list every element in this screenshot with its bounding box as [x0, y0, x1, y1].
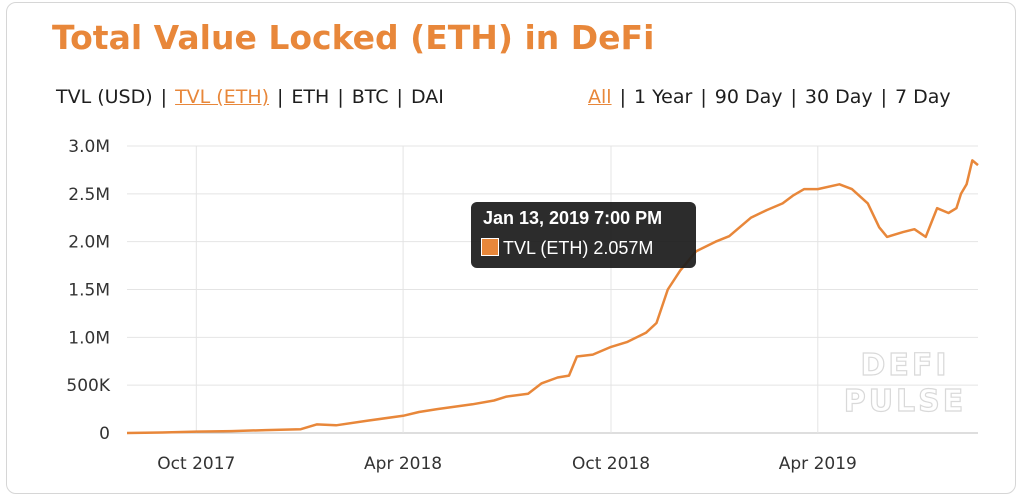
tab-btc[interactable]: BTC [351, 86, 389, 108]
y-tick-label: 1.5M [68, 281, 110, 301]
data-tooltip: Jan 13, 2019 7:00 PM TVL (ETH) 2.057M [471, 202, 696, 268]
watermark-line1: DEFI [860, 348, 949, 383]
y-tick-label: 2.0M [68, 233, 110, 253]
y-tick-label: 1.0M [68, 328, 110, 348]
watermark-line2: PULSE [844, 384, 967, 419]
range-tab-7-day[interactable]: 7 Day [895, 86, 951, 108]
tooltip-series-row: TVL (ETH) 2.057M [481, 238, 653, 259]
range-tab-30-day[interactable]: 30 Day [804, 86, 873, 108]
tab-separator: | [700, 86, 707, 108]
x-tick-label: Apr 2018 [364, 454, 442, 474]
tab-tvl-eth[interactable]: TVL (ETH) [175, 86, 270, 108]
tooltip-value: TVL (ETH) 2.057M [503, 238, 654, 258]
x-tick-label: Oct 2017 [157, 454, 235, 474]
x-tick-label: Oct 2018 [572, 454, 650, 474]
y-tick-label: 3.0M [68, 137, 110, 157]
tab-eth[interactable]: ETH [291, 86, 330, 108]
tvl-line-chart[interactable]: 0 500K 1.0M 1.5M 2.0M 2.5M 3.0M Oct 2017 Apr 20… [0, 0, 1030, 476]
range-tab-90-day[interactable]: 90 Day [714, 86, 783, 108]
range-tab-all[interactable]: All [588, 86, 612, 108]
tooltip-date: Jan 13, 2019 7:00 PM [483, 208, 663, 228]
tab-separator: | [880, 86, 888, 108]
y-tick-label: 2.5M [68, 185, 110, 205]
series-swatch [481, 238, 499, 256]
tab-dai[interactable]: DAI [410, 86, 444, 108]
series-line-tvl-eth [126, 159, 979, 435]
tab-separator: | [619, 86, 626, 108]
tab-separator: | [396, 86, 403, 108]
y-tick-label: 500K [66, 376, 110, 396]
tab-separator: | [160, 86, 168, 108]
y-tick-label: 0 [99, 424, 110, 444]
range-tab-bar: All | 1 Year | 90 Day | 30 Day | 7 Day [588, 86, 951, 108]
tab-separator: | [790, 86, 797, 108]
x-tick-label: Apr 2019 [779, 454, 857, 474]
tab-tvl-usd[interactable]: TVL (USD) [56, 86, 153, 108]
tab-separator: | [277, 86, 284, 108]
page-title: Total Value Locked (ETH) in DeFi [52, 18, 655, 57]
range-tab-1-year[interactable]: 1 Year [633, 86, 693, 108]
tab-separator: | [337, 86, 344, 108]
currency-tab-bar: TVL (USD) | TVL (ETH) | ETH | BTC | DAI [56, 86, 444, 108]
